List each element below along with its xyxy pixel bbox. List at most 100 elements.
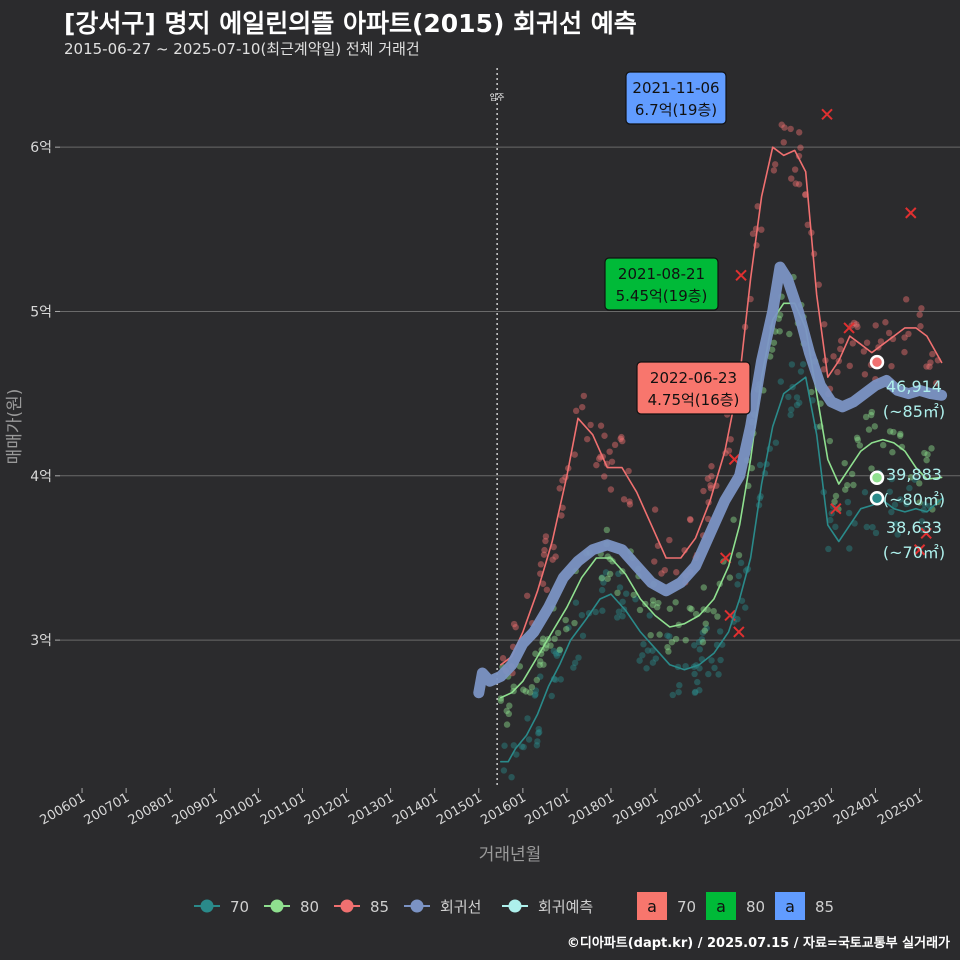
scatter-point — [916, 311, 923, 318]
x-tick-label: 201401 — [390, 790, 440, 828]
scatter-point — [856, 442, 864, 449]
scatter-point — [808, 388, 815, 396]
scatter-point — [500, 767, 508, 774]
scatter-point — [525, 736, 533, 743]
y-tick-label: 4억 — [30, 469, 52, 485]
scatter-point — [505, 710, 513, 718]
scatter-point — [592, 608, 599, 616]
highlight-value: 4.75억(16층) — [648, 391, 740, 409]
scatter-point — [580, 392, 588, 400]
scatter-point — [787, 125, 794, 133]
scatter-point — [850, 481, 857, 489]
scatter-point — [598, 574, 606, 581]
scatter-point — [552, 650, 560, 657]
scatter-point — [664, 632, 671, 639]
scatter-point — [596, 455, 603, 462]
scatter-point — [666, 605, 674, 612]
scatter-point — [552, 676, 559, 683]
scatter-point — [562, 616, 569, 624]
scatter-point — [916, 499, 923, 506]
scatter-point — [604, 575, 611, 582]
scatter-point — [691, 670, 698, 678]
scatter-point — [571, 659, 579, 667]
scatter-point — [579, 403, 586, 411]
legend-dot — [270, 899, 284, 913]
scatter-point — [549, 556, 556, 563]
scatter-point — [772, 439, 780, 446]
forecast-value: 39,883 — [886, 465, 942, 484]
scatter-point — [851, 520, 858, 527]
scatter-point — [619, 437, 626, 445]
scatter-point — [550, 647, 558, 655]
legend-label: 85 — [370, 898, 389, 916]
scatter-point — [730, 516, 737, 523]
scatter-point — [923, 363, 930, 370]
scatter-point — [918, 518, 926, 525]
scatter-point — [649, 659, 657, 666]
scatter-point — [602, 569, 610, 576]
scatter-point — [651, 506, 659, 513]
series-line-85 — [500, 146, 943, 666]
scatter-point — [699, 629, 707, 636]
scatter-point — [889, 449, 896, 456]
highlight-date: 2022-06-23 — [650, 369, 737, 387]
scatter-point — [611, 441, 619, 449]
cancel-mark — [719, 552, 732, 564]
scatter-point — [737, 559, 745, 567]
scatter-point — [788, 175, 795, 182]
scatter-point — [503, 721, 511, 728]
scatter-point — [658, 570, 665, 577]
scatter-point — [827, 516, 834, 524]
scatter-point — [701, 627, 708, 634]
scatter-point — [834, 368, 841, 376]
scatter-point — [793, 394, 801, 401]
scatter-point — [815, 281, 822, 288]
legend-box-glyph: a — [647, 897, 657, 916]
scatter-point — [916, 480, 923, 487]
scatter-point — [775, 315, 782, 322]
credit-text: ©디아파트(dapt.kr) / 2025.07.15 / 자료=국토교통부 실… — [566, 936, 950, 951]
scatter-point — [661, 566, 669, 574]
scatter-point — [601, 432, 608, 439]
scatter-point — [644, 647, 652, 654]
x-tick-label: 201101 — [258, 790, 308, 828]
scatter-point — [804, 221, 811, 229]
scatter-point — [664, 643, 671, 651]
scatter-point — [651, 558, 658, 565]
scatter-point — [696, 687, 703, 694]
scatter-point — [598, 586, 606, 594]
scatter-point — [700, 487, 707, 495]
scatter-point — [510, 620, 518, 628]
scatter-point — [557, 676, 564, 683]
scatter-point — [643, 665, 650, 672]
scatter-point — [531, 692, 539, 699]
scatter-point — [539, 580, 547, 587]
scatter-point — [837, 337, 845, 344]
scatter-point — [788, 406, 795, 413]
scatter-point — [702, 620, 709, 627]
scatter-point — [649, 647, 656, 654]
scatter-point — [892, 520, 900, 528]
x-tick-label: 201501 — [434, 790, 484, 828]
scatter-point — [748, 464, 756, 472]
scatter-point — [708, 657, 715, 664]
scatter-point — [929, 350, 936, 358]
scatter-point — [863, 523, 870, 531]
scatter-point — [911, 476, 918, 483]
legend-dot — [508, 899, 522, 913]
x-tick-label: 201801 — [567, 790, 617, 828]
scatter-point — [640, 641, 647, 648]
cancel-mark — [843, 322, 855, 334]
scatter-point — [923, 456, 930, 464]
scatter-point — [872, 529, 880, 537]
scatter-point — [676, 682, 683, 689]
highlight-box — [604, 257, 719, 311]
scatter-point — [698, 636, 706, 643]
scatter-point — [552, 553, 559, 560]
scatter-point — [717, 656, 724, 664]
x-tick-label: 201001 — [214, 790, 264, 828]
scatter-point — [570, 664, 577, 671]
scatter-point — [869, 523, 876, 531]
scatter-point — [647, 631, 654, 639]
scatter-point — [821, 321, 828, 328]
